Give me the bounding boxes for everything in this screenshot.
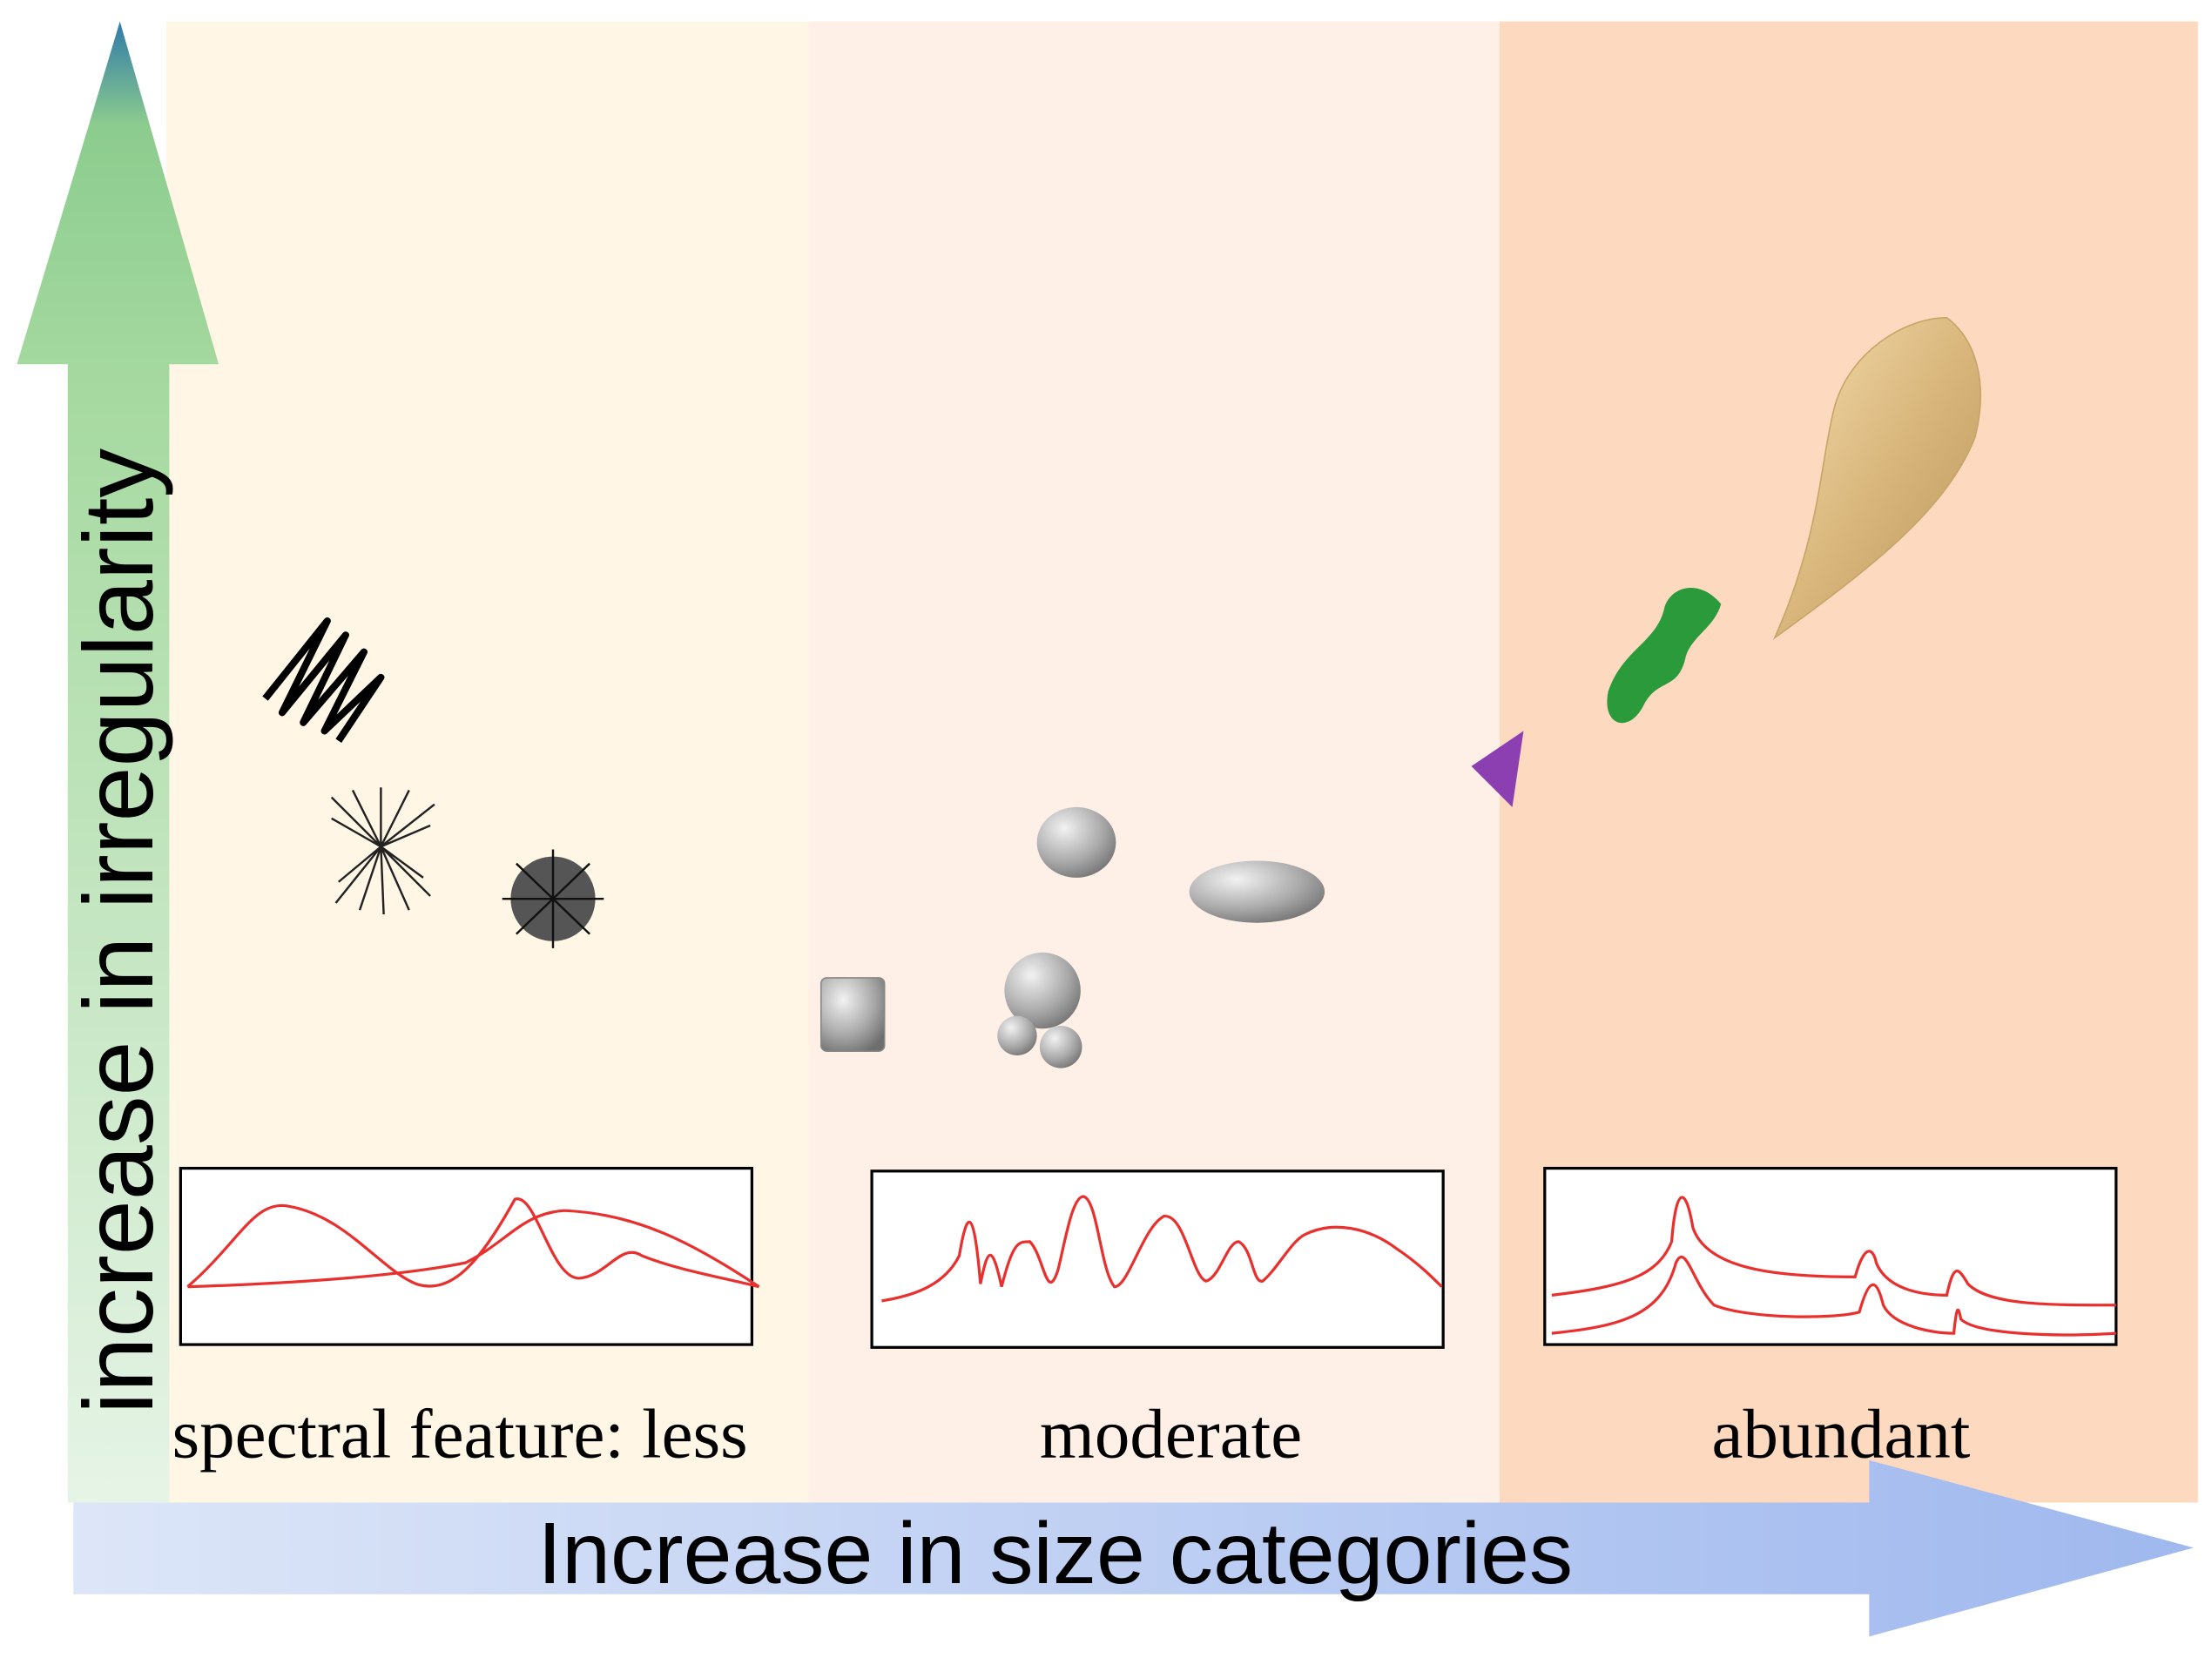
sphere	[1039, 1025, 1082, 1068]
burst-spikes	[502, 849, 604, 948]
blob	[1607, 587, 1722, 724]
sphere	[997, 1015, 1037, 1055]
x-axis-label: Increase in size categories	[537, 1505, 1573, 1602]
x-arrow	[73, 1459, 2194, 1637]
cube	[819, 977, 886, 1052]
crystal	[1772, 316, 1981, 640]
burst-bundle	[330, 787, 435, 915]
sphere	[1036, 806, 1116, 878]
y-axis-label: increase in irregularity	[64, 448, 174, 1414]
panel-label: moderate	[1040, 1395, 1302, 1473]
tetrahedron	[1471, 731, 1524, 807]
ellipsoid	[1189, 860, 1325, 923]
panel-label: abundant	[1712, 1395, 1971, 1473]
zigzag	[262, 617, 385, 744]
sphere	[1004, 952, 1081, 1029]
spectra	[179, 1166, 2118, 1349]
particles	[262, 316, 1981, 1068]
panel-label: spectral feature: less	[172, 1395, 748, 1473]
y-arrow	[17, 21, 219, 1503]
